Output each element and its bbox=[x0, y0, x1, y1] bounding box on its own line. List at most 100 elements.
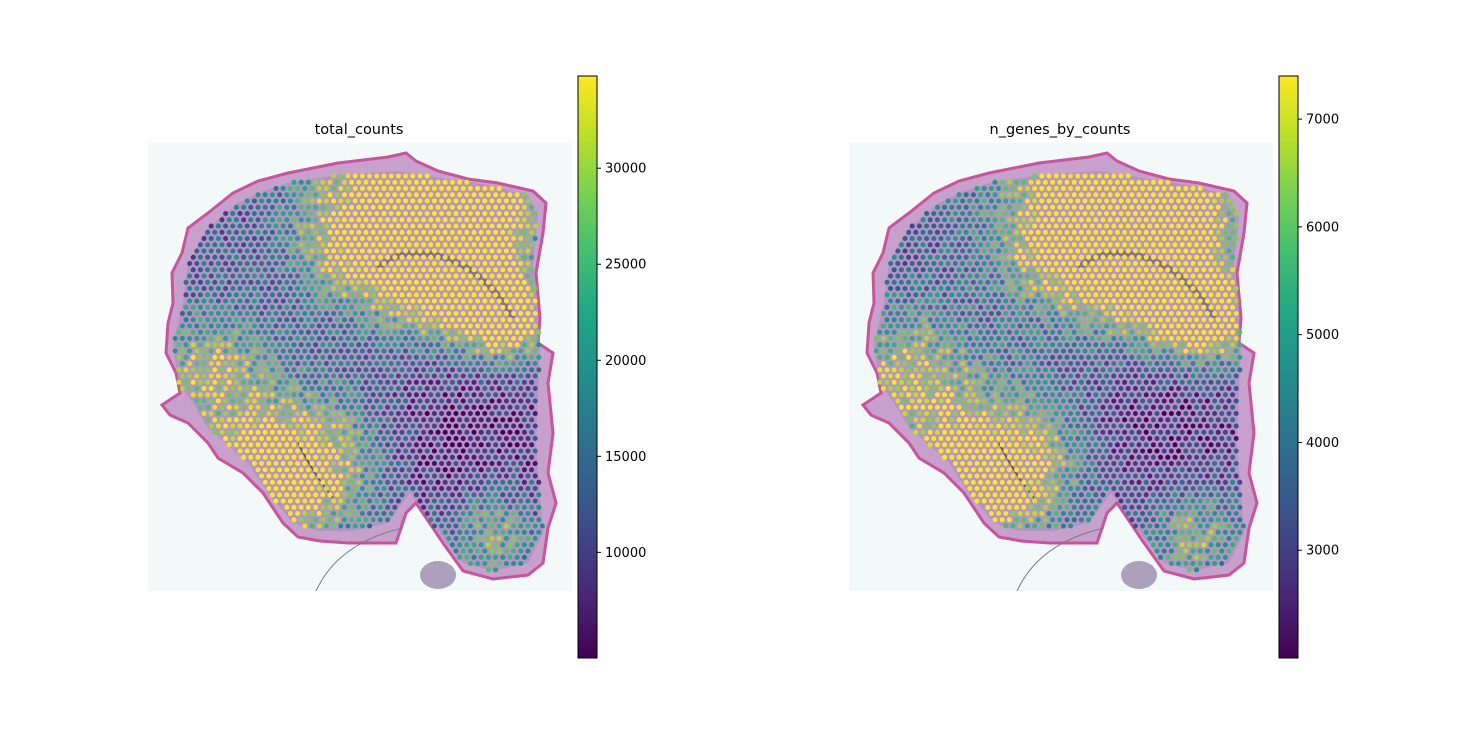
spot bbox=[352, 523, 358, 529]
spot bbox=[331, 411, 337, 416]
spot bbox=[1190, 223, 1196, 229]
spot bbox=[511, 423, 517, 429]
spot bbox=[942, 342, 948, 348]
spot bbox=[521, 192, 527, 198]
spot bbox=[395, 311, 401, 316]
spot bbox=[349, 254, 355, 260]
spot bbox=[1212, 236, 1218, 241]
spot bbox=[1082, 273, 1088, 279]
spot bbox=[183, 292, 189, 298]
spot bbox=[532, 211, 538, 216]
spot bbox=[1068, 398, 1074, 404]
spot bbox=[1032, 261, 1038, 266]
spot bbox=[327, 204, 333, 210]
spot bbox=[529, 267, 535, 273]
spot bbox=[992, 204, 998, 210]
spot bbox=[1096, 398, 1102, 404]
spot bbox=[1082, 311, 1088, 316]
spot bbox=[320, 367, 326, 373]
spot bbox=[1111, 223, 1117, 229]
spot bbox=[341, 417, 347, 423]
spot bbox=[467, 548, 473, 554]
spot bbox=[493, 479, 499, 485]
spot bbox=[525, 436, 531, 441]
spot bbox=[392, 504, 398, 510]
spot bbox=[518, 311, 524, 316]
spot bbox=[1201, 392, 1207, 398]
spot bbox=[1158, 404, 1164, 410]
spot bbox=[1136, 379, 1142, 385]
spot bbox=[370, 304, 376, 310]
spot bbox=[201, 336, 207, 341]
spot bbox=[988, 311, 994, 316]
spot bbox=[992, 292, 998, 298]
spot bbox=[503, 198, 509, 204]
spot bbox=[255, 279, 261, 285]
spot bbox=[460, 486, 466, 491]
spot bbox=[1024, 448, 1030, 454]
spot bbox=[1111, 323, 1117, 329]
spot bbox=[1003, 286, 1009, 291]
spot bbox=[230, 411, 236, 416]
spot bbox=[496, 198, 502, 204]
spot bbox=[956, 342, 962, 348]
spot bbox=[1125, 198, 1131, 204]
spot bbox=[320, 379, 326, 385]
spot bbox=[942, 317, 948, 323]
spot bbox=[949, 442, 955, 448]
spot bbox=[381, 498, 387, 504]
spot bbox=[489, 423, 495, 429]
spot bbox=[1222, 392, 1228, 398]
spot bbox=[1172, 254, 1178, 260]
spot bbox=[410, 261, 416, 266]
spot bbox=[453, 361, 459, 366]
spot bbox=[1204, 373, 1210, 379]
spot bbox=[403, 186, 409, 191]
spot bbox=[392, 392, 398, 398]
spot bbox=[514, 304, 520, 310]
spot bbox=[1230, 304, 1236, 310]
spot bbox=[1143, 317, 1149, 323]
spot bbox=[1104, 261, 1110, 266]
spot bbox=[273, 448, 279, 454]
spot bbox=[532, 236, 538, 241]
spot bbox=[446, 523, 452, 529]
spot bbox=[385, 304, 391, 310]
spot bbox=[1017, 223, 1023, 229]
spot bbox=[313, 479, 319, 485]
spot bbox=[1212, 198, 1218, 204]
spot bbox=[205, 317, 211, 323]
spot bbox=[1114, 204, 1120, 210]
spot bbox=[478, 517, 484, 523]
spot bbox=[273, 248, 279, 254]
spot bbox=[1204, 336, 1210, 341]
spot bbox=[1028, 217, 1034, 223]
spot bbox=[525, 486, 531, 491]
spot bbox=[442, 342, 448, 348]
spot bbox=[1039, 173, 1045, 179]
spot bbox=[942, 229, 948, 235]
spot bbox=[1176, 461, 1182, 466]
spot bbox=[493, 542, 499, 548]
spot bbox=[460, 223, 466, 229]
spot bbox=[898, 354, 904, 360]
spot bbox=[1197, 436, 1203, 441]
spot bbox=[967, 261, 973, 266]
spot bbox=[399, 329, 405, 335]
spot bbox=[536, 329, 542, 335]
spot bbox=[226, 367, 232, 373]
spot bbox=[413, 217, 419, 223]
spot bbox=[1021, 229, 1027, 235]
spot bbox=[356, 279, 362, 285]
spot bbox=[1093, 279, 1099, 285]
spot bbox=[1122, 304, 1128, 310]
spot bbox=[305, 267, 311, 273]
spot bbox=[201, 248, 207, 254]
spot bbox=[1172, 404, 1178, 410]
spot bbox=[1068, 411, 1074, 416]
spot bbox=[985, 317, 991, 323]
spot bbox=[927, 242, 933, 248]
spot bbox=[1147, 423, 1153, 429]
spot bbox=[356, 317, 362, 323]
spot bbox=[1132, 386, 1138, 391]
